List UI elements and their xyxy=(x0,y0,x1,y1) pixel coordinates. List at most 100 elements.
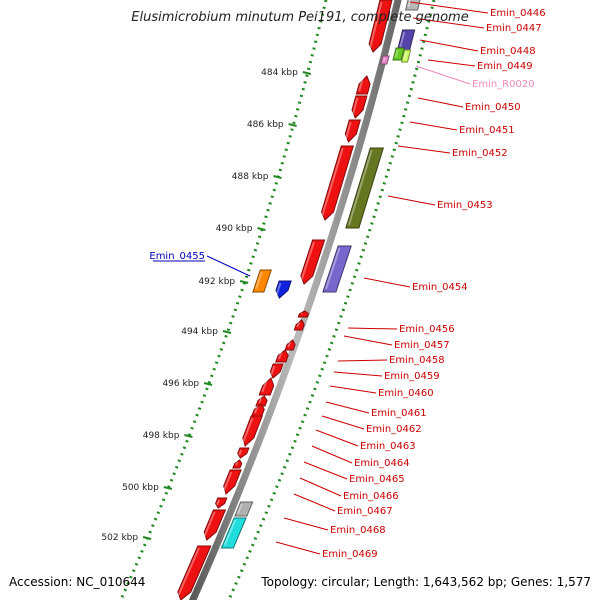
gene-label[interactable]: Emin_0466 xyxy=(343,491,399,502)
gene-features xyxy=(176,0,421,600)
gene-feature xyxy=(392,47,405,61)
gene-label[interactable]: Emin_0463 xyxy=(360,441,416,452)
axis-tick xyxy=(273,175,282,179)
gene-feature-highlight xyxy=(270,365,276,376)
gene-feature xyxy=(293,319,305,331)
gene-label[interactable]: Emin_0461 xyxy=(371,408,427,419)
axis-tick xyxy=(288,123,297,127)
axis-tick xyxy=(239,280,249,284)
axis-tick xyxy=(163,486,173,490)
gene-label[interactable]: Emin_0452 xyxy=(452,148,508,159)
label-connector xyxy=(315,429,359,447)
gene-label[interactable]: Emin_0454 xyxy=(412,282,468,293)
gene-feature-highlight xyxy=(368,1,383,50)
gene-feature xyxy=(269,363,284,379)
label-connector xyxy=(293,493,336,512)
gene-feature-highlight xyxy=(222,471,233,492)
label-connector xyxy=(417,97,464,108)
label-connector xyxy=(363,277,411,288)
label-connector xyxy=(412,17,485,29)
gene-label[interactable]: Emin_0465 xyxy=(349,474,405,485)
label-connector xyxy=(397,145,451,154)
gene-label[interactable]: Emin_0459 xyxy=(384,371,440,382)
gene-label[interactable]: Emin_0456 xyxy=(399,324,455,335)
gene-feature-highlight xyxy=(399,31,406,48)
gene-labels: Emin_0446 Emin_0447 Emin_0448 Emin_0449 Emin… xyxy=(149,8,545,560)
label-connector xyxy=(321,415,365,430)
gene-label[interactable]: Emin_0464 xyxy=(354,458,410,469)
label-connector xyxy=(325,401,370,414)
gene-label[interactable]: Emin_0467 xyxy=(337,506,393,517)
gene-feature-highlight xyxy=(176,547,200,598)
gene-label[interactable]: Emin_0446 xyxy=(490,8,546,19)
label-connector xyxy=(427,59,476,67)
genome-backbone xyxy=(188,0,402,600)
gene-feature-highlight xyxy=(358,77,364,92)
gene-feature xyxy=(203,509,227,541)
gene-label[interactable]: Emin_0458 xyxy=(389,355,445,366)
gene-label[interactable]: Emin_0450 xyxy=(465,102,521,113)
axis-ticks: 484 kbp 486 kbp 488 kbp 490 kbp 492 kbp 494 k… xyxy=(101,68,312,543)
axis-tick-label: 494 kbp xyxy=(181,327,218,337)
gene-label[interactable]: Emin_0449 xyxy=(477,61,533,72)
gene-feature-highlight xyxy=(320,147,344,218)
backbone-line xyxy=(188,0,402,600)
gene-feature xyxy=(284,339,296,351)
label-connector xyxy=(409,121,458,131)
gene-feature xyxy=(258,377,275,396)
gene-feature-highlight xyxy=(237,503,243,514)
gene-feature xyxy=(368,0,393,53)
label-connector xyxy=(283,517,329,531)
axis-tick-label: 484 kbp xyxy=(261,68,298,78)
gene-feature-highlight xyxy=(407,0,411,8)
gene-feature-highlight xyxy=(296,321,301,328)
gene-feature xyxy=(380,55,390,65)
genome-title: Elusimicrobium minutum Pei191, complete … xyxy=(131,10,469,25)
gene-feature-highlight xyxy=(287,341,291,348)
gene-label[interactable]: Emin_0455 xyxy=(149,251,205,262)
gene-feature-highlight xyxy=(203,511,216,538)
gene-feature-highlight xyxy=(238,449,243,456)
gene-label[interactable]: Emin_0451 xyxy=(459,125,515,136)
gene-feature xyxy=(177,545,212,600)
label-connector xyxy=(299,477,342,497)
gene-feature-highlight xyxy=(344,121,352,140)
axis-tick-label: 490 kbp xyxy=(216,224,253,234)
axis-tick-label: 486 kbp xyxy=(247,120,284,130)
label-connector xyxy=(409,1,489,14)
gene-feature xyxy=(237,447,250,459)
accession-text: Accession: NC_010644 xyxy=(9,575,146,589)
gene-label[interactable]: Emin_0462 xyxy=(366,424,422,435)
gene-label[interactable]: Emin_0447 xyxy=(486,23,542,34)
gene-feature-highlight xyxy=(351,97,359,116)
gene-label[interactable]: Emin_0469 xyxy=(322,549,378,560)
label-connector xyxy=(419,39,479,52)
gene-feature xyxy=(297,310,310,318)
label-connector xyxy=(311,445,353,464)
axis-tick-label: 500 kbp xyxy=(122,483,159,493)
gene-feature xyxy=(300,239,326,285)
label-connector xyxy=(303,461,348,480)
gene-feature-highlight xyxy=(347,149,373,226)
gene-feature xyxy=(322,245,352,293)
gene-feature-highlight xyxy=(403,51,408,60)
gene-label[interactable]: Emin_0457 xyxy=(394,340,450,351)
gene-label[interactable]: Emin_R0020 xyxy=(472,79,535,90)
gene-feature xyxy=(232,459,243,469)
axis-tick xyxy=(184,434,193,438)
gene-label[interactable]: Emin_0460 xyxy=(378,388,434,399)
ruler-right xyxy=(227,0,436,600)
gene-label[interactable]: Emin_0468 xyxy=(330,525,386,536)
gene-label[interactable]: Emin_0448 xyxy=(480,46,536,57)
gene-feature xyxy=(351,95,368,119)
gene-feature xyxy=(215,497,228,509)
axis-tick-label: 498 kbp xyxy=(143,431,180,441)
gene-label[interactable]: Emin_0453 xyxy=(437,200,493,211)
gene-feature-highlight xyxy=(253,405,259,414)
label-connector xyxy=(343,335,393,346)
label-connectors xyxy=(153,1,489,555)
axis-tick xyxy=(302,71,312,75)
gene-feature-highlight xyxy=(275,282,282,296)
gene-feature-highlight xyxy=(300,241,315,282)
label-connector xyxy=(333,371,383,377)
